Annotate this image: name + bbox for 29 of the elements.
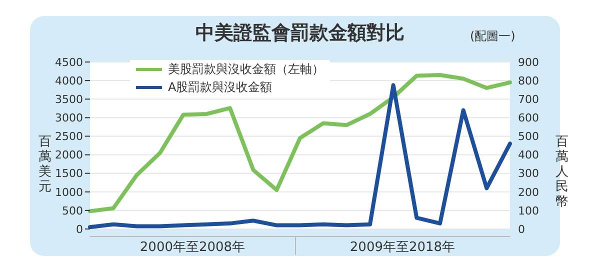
- chart-title: 中美證監會罰款金額對比: [196, 22, 404, 44]
- text: 2000年至2008年: [138, 239, 246, 256]
- y-tick-label: 1000: [55, 186, 83, 199]
- y2-tick-label: 400: [518, 148, 539, 162]
- y2-tick-label: 300: [518, 167, 539, 180]
- y-axis-title: 百萬美元: [38, 134, 52, 194]
- y-tick-label: 3500: [55, 93, 83, 106]
- text: (配圖一): [470, 28, 516, 45]
- y-tick-label: 0: [76, 222, 83, 236]
- y-tick-label: 500: [62, 204, 83, 218]
- legend-label: A股罰款與沒收金額: [167, 79, 274, 96]
- y-tick-label: 2000: [55, 148, 83, 162]
- y-tick-label: 4500: [55, 56, 83, 69]
- text: 2009年至2018年: [348, 239, 456, 256]
- legend-label: 美股罰款與沒收金額（左軸）: [167, 61, 324, 78]
- y-tick-label: 1500: [55, 167, 83, 180]
- y2-tick-label: 0: [518, 222, 525, 236]
- y-tick-label: 3000: [55, 112, 83, 125]
- y-tick-label: 2500: [55, 130, 83, 144]
- y2-tick-label: 500: [518, 130, 539, 144]
- y2-tick-label: 800: [518, 74, 539, 88]
- y2-tick-label: 900: [518, 56, 539, 69]
- y2-tick-label: 700: [518, 93, 539, 106]
- y-tick-label: 4000: [55, 74, 83, 88]
- line-series: [88, 83, 512, 229]
- y2-axis-title: 百萬人民幣: [556, 134, 568, 210]
- y2-tick-label: 200: [518, 186, 539, 199]
- y2-tick-label: 100: [518, 204, 539, 218]
- y2-tick-label: 600: [518, 112, 539, 125]
